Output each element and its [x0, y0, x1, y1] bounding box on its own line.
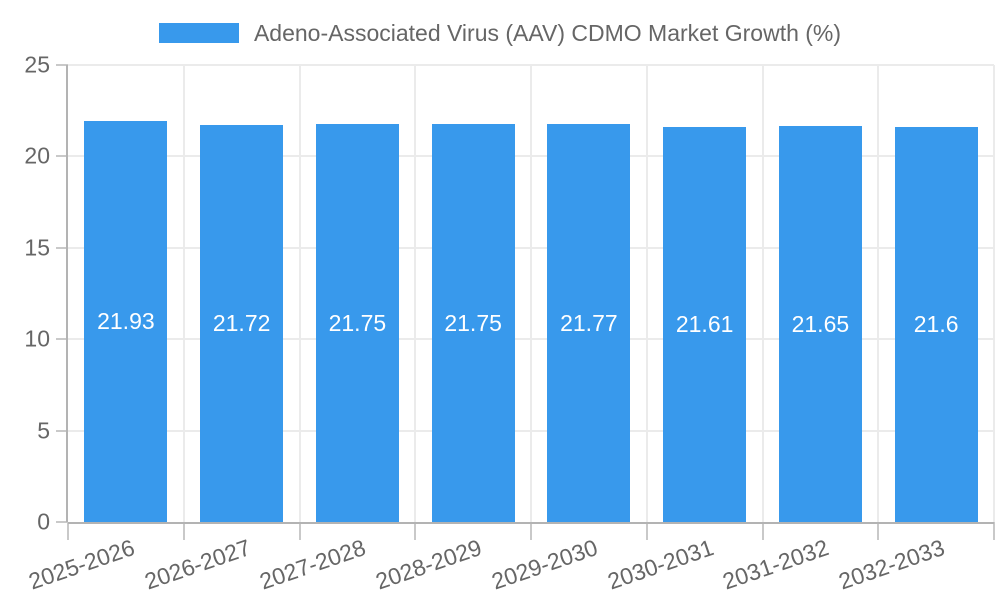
- bar[interactable]: 21.61: [663, 126, 747, 522]
- bar-value-label: 21.72: [212, 309, 271, 336]
- x-tick-label: 2026-2027: [140, 534, 254, 595]
- x-tick-mark: [761, 522, 764, 540]
- y-tick-mark: [56, 429, 68, 432]
- gridline-vertical: [761, 65, 764, 522]
- bar[interactable]: 21.75: [315, 124, 399, 522]
- x-tick-mark: [993, 522, 995, 540]
- y-tick-label: 25: [24, 51, 50, 78]
- bar[interactable]: 21.75: [431, 124, 515, 522]
- y-tick-mark: [56, 64, 68, 66]
- y-tick-label: 15: [24, 234, 50, 261]
- bar[interactable]: 21.72: [200, 124, 284, 522]
- x-tick-label: 2028-2029: [372, 534, 485, 595]
- x-tick-mark: [877, 522, 880, 540]
- gridline-vertical: [182, 65, 185, 522]
- x-tick-label: 2030-2031: [603, 534, 717, 595]
- x-axis-line: [68, 522, 994, 524]
- gridline-vertical: [298, 65, 301, 522]
- y-tick-mark: [56, 521, 68, 523]
- bar-value-label: 21.77: [560, 309, 618, 336]
- x-tick-mark: [645, 522, 648, 540]
- legend-label: Adeno-Associated Virus (AAV) CDMO Market…: [253, 19, 842, 46]
- bar-value-label: 21.75: [444, 309, 502, 336]
- y-tick-label: 20: [24, 142, 50, 169]
- bar[interactable]: 21.93: [84, 121, 168, 522]
- y-tick-mark: [56, 246, 68, 249]
- x-tick-label: 2031-2032: [719, 534, 833, 595]
- x-tick-mark: [182, 522, 185, 540]
- bar[interactable]: 21.65: [778, 126, 862, 522]
- bar-value-label: 21.65: [791, 310, 850, 337]
- legend-swatch: [158, 23, 239, 43]
- gridline-vertical: [414, 65, 417, 522]
- y-tick-label: 10: [24, 325, 50, 352]
- y-tick-label: 5: [37, 417, 50, 444]
- gridline-vertical: [530, 65, 532, 522]
- x-tick-label: 2025-2026: [25, 534, 138, 595]
- legend[interactable]: Adeno-Associated Virus (AAV) CDMO Market…: [0, 19, 1000, 46]
- y-axis-line: [66, 65, 68, 522]
- x-tick-mark: [298, 522, 301, 540]
- y-tick-mark: [56, 338, 68, 341]
- bar[interactable]: 21.77: [547, 124, 631, 522]
- gridline-vertical: [993, 65, 995, 522]
- bar-value-label: 21.61: [675, 310, 734, 337]
- x-tick-label: 2032-2033: [835, 534, 948, 595]
- bar-value-label: 21.75: [328, 309, 387, 336]
- x-tick-mark: [414, 522, 417, 540]
- x-tick-mark: [67, 522, 69, 540]
- bar[interactable]: 21.6: [894, 127, 978, 522]
- bar-value-label: 21.93: [97, 308, 155, 335]
- x-tick-label: 2029-2030: [488, 534, 601, 595]
- y-tick-mark: [56, 155, 68, 158]
- x-tick-label: 2027-2028: [256, 534, 370, 595]
- y-tick-label: 0: [37, 508, 50, 535]
- gridline-vertical: [877, 65, 880, 522]
- bar-value-label: 21.6: [913, 311, 959, 338]
- gridline-vertical: [645, 65, 648, 522]
- x-tick-mark: [530, 522, 532, 540]
